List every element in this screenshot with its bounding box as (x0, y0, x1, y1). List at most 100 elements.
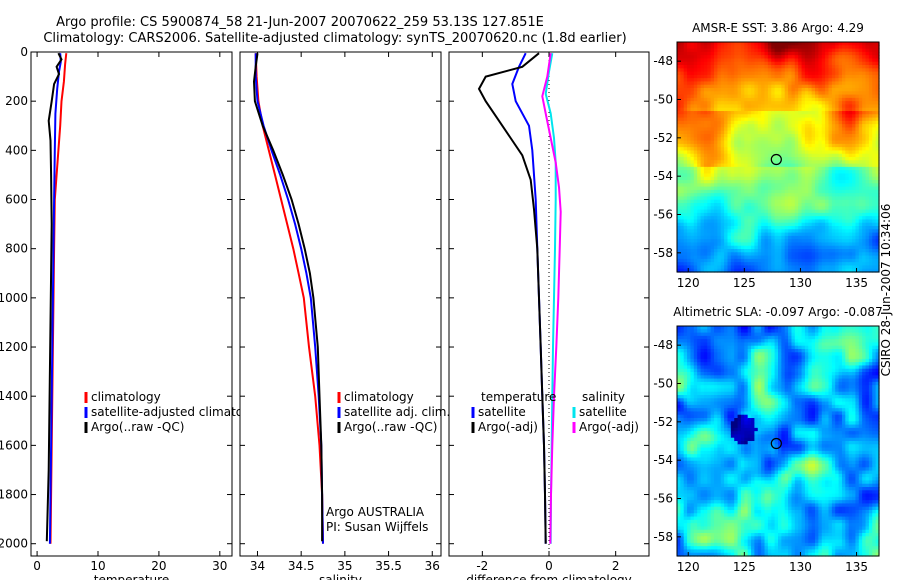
sst-cell (730, 74, 735, 79)
sst-cell (781, 140, 786, 145)
sla-cell (680, 404, 685, 409)
sst-cell (868, 216, 873, 221)
sla-cell (680, 519, 685, 524)
sst-cell (737, 262, 742, 267)
sla-cell (693, 378, 698, 383)
sst-cell (791, 140, 796, 145)
sst-cell (707, 61, 712, 66)
sst-cell (852, 183, 857, 188)
sst-cell (838, 45, 843, 50)
sst-cell (717, 140, 722, 145)
sst-cell (757, 143, 762, 148)
sst-cell (730, 189, 735, 194)
sst-cell (754, 114, 759, 119)
sst-cell (754, 58, 759, 63)
sst-cell (724, 130, 729, 135)
sst-cell (791, 61, 796, 66)
sst-cell (690, 212, 695, 217)
sst-cell (794, 173, 799, 178)
sst-cell (767, 42, 772, 46)
sst-cell (838, 55, 843, 60)
sst-cell (744, 265, 749, 270)
sst-cell (677, 65, 681, 69)
sst-cell (828, 55, 833, 60)
sst-cell (693, 176, 698, 181)
sst-cell (868, 203, 873, 207)
sst-cell (808, 97, 813, 102)
sla-cell (687, 516, 692, 521)
sst-cell (751, 268, 756, 273)
sst-cell (751, 150, 756, 155)
sst-cell (734, 137, 739, 142)
sst-cell (761, 193, 766, 198)
sst-cell (740, 88, 745, 92)
sst-cell (720, 84, 725, 89)
sst-cell (720, 186, 725, 191)
sst-cell (804, 111, 809, 115)
sst-cell (751, 78, 756, 83)
sst-cell (771, 232, 776, 237)
sst-cell (862, 120, 867, 125)
sst-cell (734, 242, 739, 247)
sst-cell (771, 97, 776, 102)
sst-cell (740, 101, 745, 106)
sst-cell (875, 163, 880, 168)
sst-cell (808, 147, 813, 152)
sst-cell (794, 222, 799, 227)
sst-cell (771, 137, 776, 142)
sst-cell (693, 94, 698, 99)
sst-cell (828, 147, 833, 152)
sla-cell (677, 464, 681, 468)
sst-cell (677, 186, 681, 191)
sst-cell (855, 166, 860, 171)
sst-cell (677, 160, 681, 165)
sst-cell (821, 45, 826, 50)
sst-cell (872, 183, 877, 188)
sst-cell (855, 120, 860, 125)
sst-cell (862, 71, 867, 76)
sst-cell (683, 173, 688, 178)
sst-cell (707, 140, 712, 145)
sst-cell (680, 147, 685, 152)
sst-cell (707, 153, 712, 158)
sst-cell (734, 153, 739, 158)
sst-cell (697, 235, 702, 240)
sst-cell (841, 58, 846, 63)
sst-cell (845, 229, 850, 234)
sst-cell (781, 176, 786, 181)
sst-cell (690, 61, 695, 66)
sst-cell (690, 130, 695, 135)
sst-cell (841, 196, 846, 201)
sst-cell (845, 183, 850, 188)
sst-cell (740, 147, 745, 152)
sst-cell (835, 252, 840, 257)
sla-cell (697, 362, 702, 367)
sst-cell (845, 124, 850, 129)
sst-cell (767, 97, 772, 102)
sst-cell (845, 88, 850, 92)
sst-cell (875, 101, 880, 106)
sst-cell (821, 199, 826, 204)
sla-cell (700, 326, 705, 330)
sst-cell (868, 114, 873, 119)
sst-cell (858, 68, 863, 73)
sst-cell (788, 147, 793, 152)
sst-cell (818, 153, 823, 158)
sst-cell (767, 55, 772, 60)
sla-cell (683, 391, 688, 396)
depth-tick-label: 1000 (0, 291, 28, 305)
sst-cell (841, 219, 846, 224)
sst-cell (784, 134, 789, 138)
sst-cell (693, 219, 698, 224)
sst-cell (778, 249, 782, 253)
sst-cell (852, 94, 857, 99)
sst-cell (697, 143, 702, 148)
sla-cell (683, 510, 688, 514)
sst-cell (794, 189, 799, 194)
sst-cell (781, 124, 786, 129)
sst-cell (828, 163, 833, 168)
sst-cell (821, 55, 826, 60)
sst-cell (683, 180, 688, 184)
sst-cell (811, 268, 816, 273)
sst-cell (703, 235, 708, 240)
